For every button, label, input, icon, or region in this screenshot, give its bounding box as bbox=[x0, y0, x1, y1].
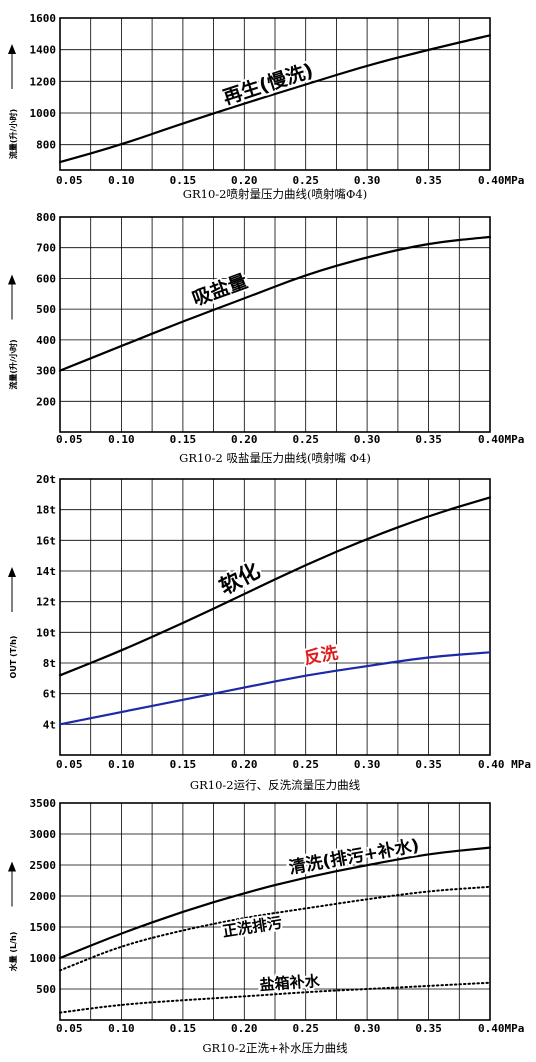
x-tick-label: 0.20 bbox=[231, 758, 258, 771]
x-tick-label: 0.05 bbox=[56, 433, 83, 446]
y-tick-label: 1600 bbox=[30, 12, 57, 25]
y-axis-arrow-head bbox=[8, 274, 16, 285]
y-tick-label: 500 bbox=[36, 303, 56, 316]
y-tick-label: 8t bbox=[43, 657, 56, 670]
y-tick-label: 400 bbox=[36, 334, 56, 347]
series-line-1 bbox=[58, 34, 492, 164]
y-tick-label: 3000 bbox=[30, 828, 57, 841]
x-tick-label: 0.35 bbox=[415, 1022, 442, 1035]
series-label: 正洗排污 bbox=[221, 913, 283, 940]
y-tick-label: 500 bbox=[36, 983, 56, 996]
y-tick-label: 1500 bbox=[30, 921, 57, 934]
x-tick-label: 0.05 bbox=[56, 758, 83, 771]
y-tick-label: 14t bbox=[36, 565, 56, 578]
x-tick-label: 0.30 bbox=[354, 758, 381, 771]
x-tick-label: 0.10 bbox=[108, 174, 135, 187]
y-axis-arrow-head bbox=[8, 44, 16, 54]
chart-4: 500 1000 1500 2000 2500 3000 3500 0.05 0.10 0.15 0… bbox=[8, 797, 524, 1055]
x-tick-label: 0.40 MPa bbox=[478, 758, 531, 771]
x-tick-label: 0.25 bbox=[292, 174, 319, 187]
y-tick-label: 700 bbox=[36, 242, 56, 255]
x-tick-label: 0.30 bbox=[354, 1022, 381, 1035]
series-line-1 bbox=[58, 235, 492, 372]
chart-caption: GR10-2运行、反洗流量压力曲线 bbox=[190, 778, 361, 792]
plot-frame bbox=[59, 216, 491, 433]
series-line-3 bbox=[59, 981, 491, 1014]
x-tick-label: 0.15 bbox=[170, 758, 197, 771]
x-tick-label: 0.40MPa bbox=[478, 174, 524, 187]
plot-frame bbox=[59, 802, 491, 1021]
y-tick-label: 2000 bbox=[30, 890, 57, 903]
y-tick-label: 1000 bbox=[30, 107, 57, 120]
x-tick-label: 0.40MPa bbox=[478, 433, 524, 446]
x-tick-label: 0.30 bbox=[354, 433, 381, 446]
series-line-1 bbox=[58, 846, 492, 960]
chart-caption: GR10-2 吸盐量压力曲线(喷射嘴 Φ4) bbox=[179, 451, 371, 465]
y-axis-arrow-head bbox=[8, 567, 16, 577]
x-tick-label: 0.25 bbox=[292, 433, 319, 446]
x-tick-label: 0.05 bbox=[56, 1022, 83, 1035]
grid bbox=[59, 216, 491, 432]
y-tick-label: 4t bbox=[43, 718, 56, 731]
x-tick-label: 0.15 bbox=[170, 433, 197, 446]
series-label: 反洗 bbox=[302, 642, 339, 669]
x-tick-label: 0.40MPa bbox=[478, 1022, 524, 1035]
chart-3: 4t 6t 8t 10t 12t 14t 16t 18t 20t 0.05 0.10 0.15 0.20… bbox=[8, 473, 531, 792]
y-axis-label: 流量(升/小时) bbox=[8, 109, 18, 159]
plot-frame bbox=[59, 17, 491, 171]
x-tick-label: 0.20 bbox=[231, 174, 258, 187]
x-tick-label: 0.10 bbox=[108, 1022, 135, 1035]
y-tick-label: 800 bbox=[36, 211, 56, 224]
y-tick-label: 18t bbox=[36, 504, 56, 517]
grid bbox=[59, 17, 491, 170]
series-line-1 bbox=[58, 496, 492, 677]
series-line-2 bbox=[59, 885, 491, 972]
series-line-2 bbox=[58, 651, 492, 726]
x-tick-label: 0.05 bbox=[56, 174, 83, 187]
y-tick-label: 3500 bbox=[30, 797, 57, 810]
series-label: 盐箱补水 bbox=[259, 972, 321, 994]
x-tick-label: 0.25 bbox=[292, 758, 319, 771]
y-tick-label: 12t bbox=[36, 596, 56, 609]
x-tick-label: 0.20 bbox=[231, 1022, 258, 1035]
y-axis-label: 水量 (L/h) bbox=[8, 932, 18, 973]
y-tick-label: 1000 bbox=[30, 952, 57, 965]
chart-caption: GR10-2正洗+补水压力曲线 bbox=[202, 1041, 348, 1055]
series-label: 清洗(排污+补水) bbox=[287, 835, 420, 879]
x-tick-label: 0.35 bbox=[415, 174, 442, 187]
x-tick-label: 0.15 bbox=[170, 174, 197, 187]
y-tick-label: 6t bbox=[43, 688, 56, 701]
y-tick-label: 10t bbox=[36, 626, 56, 639]
series-label: 吸盐量 bbox=[189, 269, 250, 310]
series-label: 软化 bbox=[216, 558, 264, 599]
y-tick-label: 2500 bbox=[30, 859, 57, 872]
y-tick-label: 600 bbox=[36, 272, 56, 285]
series-label: 再生(慢洗) bbox=[220, 58, 316, 109]
x-tick-label: 0.20 bbox=[231, 433, 258, 446]
grid bbox=[59, 478, 491, 755]
x-tick-label: 0.10 bbox=[108, 758, 135, 771]
x-tick-label: 0.35 bbox=[415, 433, 442, 446]
x-tick-label: 0.30 bbox=[354, 174, 381, 187]
x-tick-label: 0.15 bbox=[170, 1022, 197, 1035]
chart-2: 200 300 400 500 600 700 800 0.05 0.10 0.15 0.20 0.2… bbox=[8, 211, 524, 465]
x-tick-label: 0.10 bbox=[108, 433, 135, 446]
y-axis-label: 流量(升/小时) bbox=[8, 339, 18, 389]
chart-1: 800 1000 1200 1400 1600 0.05 0.10 0.15 0.20 0.25 0… bbox=[8, 12, 524, 201]
y-tick-label: 1400 bbox=[30, 44, 57, 57]
x-tick-label: 0.25 bbox=[292, 1022, 319, 1035]
plot-frame bbox=[59, 478, 491, 756]
y-axis-label: OUT (T/h) bbox=[9, 636, 18, 679]
y-axis-arrow-head bbox=[8, 861, 16, 872]
y-tick-label: 16t bbox=[36, 534, 56, 547]
y-tick-label: 1200 bbox=[30, 75, 57, 88]
chart-caption: GR10-2喷射量压力曲线(喷射嘴Φ4) bbox=[183, 187, 367, 201]
y-tick-label: 200 bbox=[36, 395, 56, 408]
x-tick-label: 0.35 bbox=[415, 758, 442, 771]
y-tick-label: 300 bbox=[36, 365, 56, 378]
y-tick-label: 20t bbox=[36, 473, 56, 486]
y-tick-label: 800 bbox=[36, 139, 56, 152]
